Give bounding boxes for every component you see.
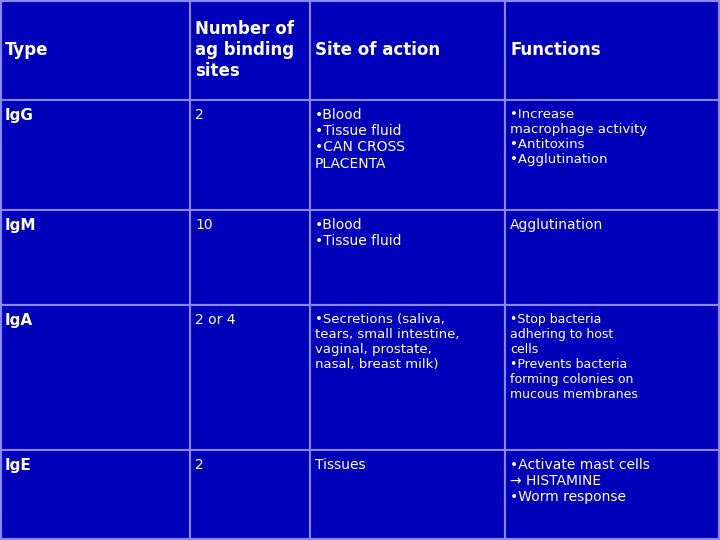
Text: Functions: Functions [510, 41, 600, 59]
Bar [310, 210, 505, 305]
Text: Agglutination: Agglutination [510, 218, 603, 232]
Bar [190, 210, 310, 305]
Bar [190, 100, 310, 210]
Bar [310, 0, 505, 100]
Text: Number of
ag binding
sites: Number of ag binding sites [195, 20, 294, 80]
Text: 10: 10 [195, 218, 212, 232]
Text: IgE: IgE [5, 458, 32, 473]
Bar [505, 305, 720, 450]
Text: •Stop bacteria
adhering to host
cells
•Prevents bacteria
forming colonies on
muc: •Stop bacteria adhering to host cells •P… [510, 313, 638, 401]
Bar [0, 450, 190, 540]
Text: •Blood
•Tissue fluid
•CAN CROSS
PLACENTA: •Blood •Tissue fluid •CAN CROSS PLACENTA [315, 108, 405, 171]
Text: 2: 2 [195, 108, 204, 122]
Bar [505, 0, 720, 100]
Text: •Secretions (saliva,
tears, small intestine,
vaginal, prostate,
nasal, breast mi: •Secretions (saliva, tears, small intest… [315, 313, 459, 371]
Text: IgM: IgM [5, 218, 37, 233]
Bar [0, 100, 190, 210]
Text: 2: 2 [195, 458, 204, 472]
Text: •Activate mast cells
→ HISTAMINE
•Worm response: •Activate mast cells → HISTAMINE •Worm r… [510, 458, 650, 504]
Text: Tissues: Tissues [315, 458, 366, 472]
Bar [190, 0, 310, 100]
Bar [310, 450, 505, 540]
Text: IgA: IgA [5, 313, 33, 328]
Bar [0, 0, 190, 100]
Text: •Increase
macrophage activity
•Antitoxins
•Agglutination: •Increase macrophage activity •Antitoxin… [510, 108, 647, 166]
Bar [190, 450, 310, 540]
Bar [505, 450, 720, 540]
Bar [505, 210, 720, 305]
Bar [310, 100, 505, 210]
Bar [0, 305, 190, 450]
Text: Type: Type [5, 41, 48, 59]
Bar [0, 210, 190, 305]
Text: IgG: IgG [5, 108, 34, 123]
Bar [505, 100, 720, 210]
Bar [310, 305, 505, 450]
Text: Site of action: Site of action [315, 41, 440, 59]
Text: 2 or 4: 2 or 4 [195, 313, 235, 327]
Bar [190, 305, 310, 450]
Text: •Blood
•Tissue fluid: •Blood •Tissue fluid [315, 218, 402, 248]
